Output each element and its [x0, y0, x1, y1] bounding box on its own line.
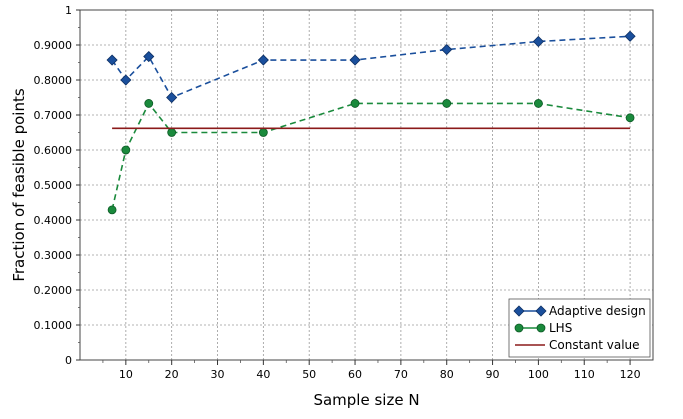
data-point	[106, 54, 118, 66]
x-tick-label: 110	[574, 368, 595, 381]
x-tick-label: 30	[211, 368, 225, 381]
x-tick-label: 20	[165, 368, 179, 381]
x-tick-label: 10	[119, 368, 133, 381]
legend-item: Constant value	[515, 338, 640, 352]
x-tick-label: 100	[528, 368, 549, 381]
series-group	[106, 30, 636, 215]
legend: Adaptive design LHS Constant value	[508, 298, 651, 358]
data-point	[349, 54, 361, 66]
data-point	[257, 54, 269, 66]
y-tick-label: 0.1000	[34, 319, 73, 332]
y-tick-label: 0	[65, 354, 72, 367]
x-tick-label: 40	[256, 368, 270, 381]
data-point	[624, 30, 636, 42]
data-point	[350, 99, 360, 108]
x-tick-label: 60	[348, 368, 362, 381]
legend-label: Constant value	[549, 338, 640, 352]
data-point	[258, 128, 268, 137]
y-tick-label: 0.2000	[34, 284, 73, 297]
y-tick-label: 0.6000	[34, 144, 73, 157]
x-tick-label: 90	[486, 368, 500, 381]
data-point	[107, 205, 117, 215]
data-point	[120, 74, 132, 86]
data-point	[441, 43, 453, 56]
data-point	[143, 50, 155, 63]
legend-marker	[536, 323, 546, 333]
legend-item: Adaptive design	[513, 304, 646, 318]
axes: 10 20 30 40 50 60 70 80 90 100 110 120 0 0.1000 0.2000…	[34, 4, 654, 381]
legend-marker	[513, 305, 525, 317]
x-axis-title: Sample size N	[313, 391, 419, 409]
y-tick-label: 1	[65, 4, 72, 17]
data-point	[534, 99, 543, 108]
series-adaptive-design	[106, 30, 636, 104]
y-tick-label: 0.4000	[34, 214, 73, 227]
legend-label: Adaptive design	[549, 304, 646, 318]
legend-marker	[535, 305, 547, 317]
y-tick-label: 0.9000	[34, 39, 73, 52]
series-lhs	[107, 99, 635, 215]
y-tick-label: 0.7000	[34, 109, 73, 122]
x-tick-label: 70	[394, 368, 408, 381]
y-tick-label: 0.3000	[34, 249, 73, 262]
legend-label: LHS	[549, 321, 572, 335]
x-tick-label: 50	[302, 368, 316, 381]
series-line	[111, 101, 631, 211]
data-point	[625, 113, 635, 123]
y-tick-label: 0.5000	[34, 179, 73, 192]
series-line	[111, 35, 631, 99]
y-tick-label: 0.8000	[34, 74, 73, 87]
data-point	[532, 35, 544, 48]
data-point	[144, 99, 154, 108]
x-tick-label: 120	[620, 368, 641, 381]
data-point	[166, 91, 178, 104]
data-point	[442, 99, 452, 108]
legend-item: LHS	[514, 321, 572, 335]
x-tick-label: 80	[440, 368, 454, 381]
data-point	[167, 128, 177, 137]
legend-marker	[514, 323, 524, 333]
data-point	[121, 145, 131, 155]
y-axis-title: Fraction of feasible points	[10, 88, 28, 281]
